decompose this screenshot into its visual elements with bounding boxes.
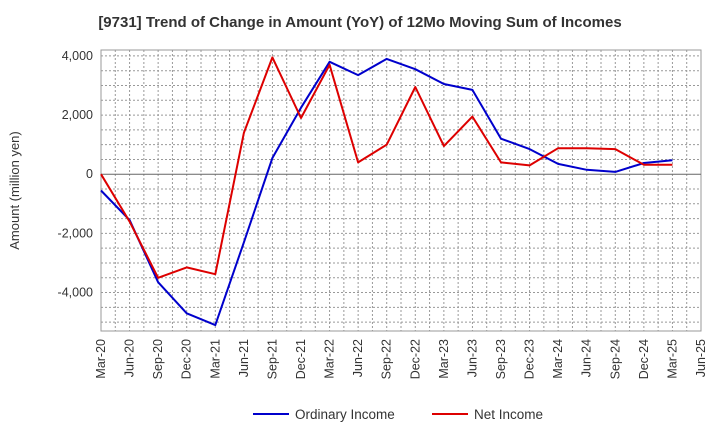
- x-tick-label: Dec-20: [180, 339, 194, 379]
- x-tick-label: Dec-23: [523, 339, 537, 379]
- x-tick-label: Sep-24: [608, 339, 622, 379]
- y-tick-label: 0: [86, 167, 93, 181]
- x-tick-label: Mar-23: [437, 339, 451, 379]
- legend-label-ordinary-income: Ordinary Income: [295, 407, 395, 422]
- x-tick-label: Mar-22: [323, 339, 337, 379]
- series-line-ordinary-income: [100, 57, 673, 327]
- x-tick-label: Jun-20: [123, 339, 137, 377]
- x-tick-label: Mar-24: [551, 339, 565, 379]
- x-tick-label: Dec-22: [408, 339, 422, 379]
- series-line-net-income: [100, 56, 673, 279]
- chart-title: [9731] Trend of Change in Amount (YoY) o…: [98, 14, 622, 31]
- x-tick-label: Mar-20: [94, 339, 108, 379]
- x-tick-label: Sep-23: [494, 339, 508, 379]
- x-tick-label: Jun-25: [694, 339, 708, 377]
- x-tick-label: Jun-23: [465, 339, 479, 377]
- x-tick-label: Sep-20: [151, 339, 165, 379]
- y-tick-label: 2,000: [62, 108, 93, 122]
- x-tick-label: Mar-21: [208, 339, 222, 379]
- y-axis-title: Amount (million yen): [7, 131, 22, 250]
- x-tick-label: Sep-21: [265, 339, 279, 379]
- x-tick-label: Dec-24: [637, 339, 651, 379]
- x-tick-label: Sep-22: [380, 339, 394, 379]
- x-tick-label: Mar-25: [665, 339, 679, 379]
- x-tick-label: Jun-22: [351, 339, 365, 377]
- legend-label-net-income: Net Income: [474, 407, 543, 422]
- x-tick-label: Jun-21: [237, 339, 251, 377]
- y-tick-label: -2,000: [58, 226, 93, 240]
- y-tick-label: 4,000: [62, 49, 93, 63]
- x-tick-label: Dec-21: [294, 339, 308, 379]
- x-tick-label: Jun-24: [580, 339, 594, 377]
- y-tick-label: -4,000: [58, 286, 93, 300]
